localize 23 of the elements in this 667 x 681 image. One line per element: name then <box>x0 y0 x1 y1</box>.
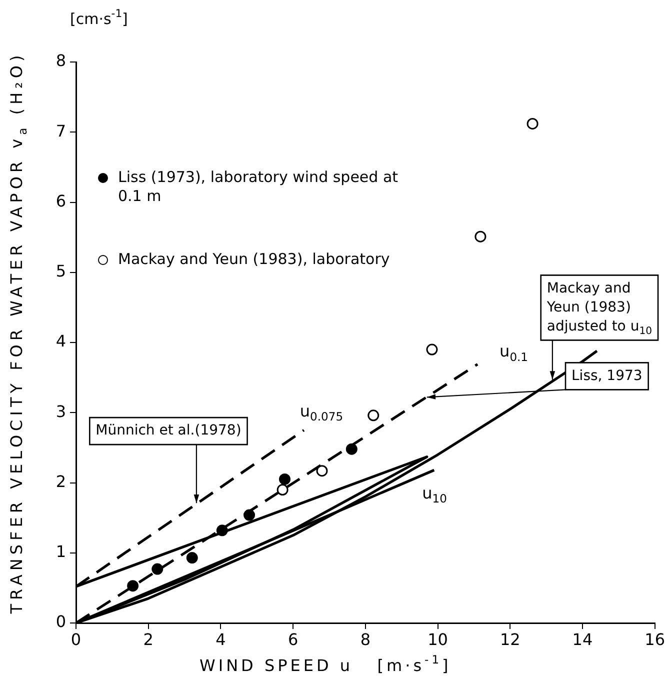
y-tick-label: 5 <box>56 262 66 281</box>
x-tick-label: 12 <box>500 630 520 649</box>
x-tick-label: 10 <box>428 630 448 649</box>
y-tick-label: 2 <box>56 472 66 491</box>
y-tick-label: 7 <box>56 121 66 140</box>
x-tick-label: 4 <box>216 630 226 649</box>
x-tick-label: 6 <box>288 630 298 649</box>
annotation: Münnich et al.(1978) <box>96 422 242 439</box>
x-tick-label: 8 <box>360 630 371 649</box>
y-axis-title: TRANSFER VELOCITY FOR WATER VAPOR va (H₂O) <box>7 51 30 615</box>
x-tick-label: 2 <box>143 630 154 649</box>
y-tick-label: 4 <box>56 332 66 351</box>
legend-label: Mackay and Yeun (1983), laboratory <box>118 250 391 269</box>
x-tick-label: 0 <box>70 630 82 649</box>
x-tick-label: 16 <box>644 630 665 649</box>
legend-label: Liss (1973), laboratory wind speed at 0.1 m <box>118 168 398 206</box>
y-tick-label: 8 <box>56 51 66 70</box>
y-tick-label: 6 <box>56 191 66 210</box>
y-tick-label: 1 <box>56 542 66 562</box>
annotation: Liss, 1973 <box>572 368 642 384</box>
x-tick-label: 14 <box>572 630 593 649</box>
y-tick-label: 3 <box>56 402 66 421</box>
y-tick-label: 0 <box>56 612 66 632</box>
